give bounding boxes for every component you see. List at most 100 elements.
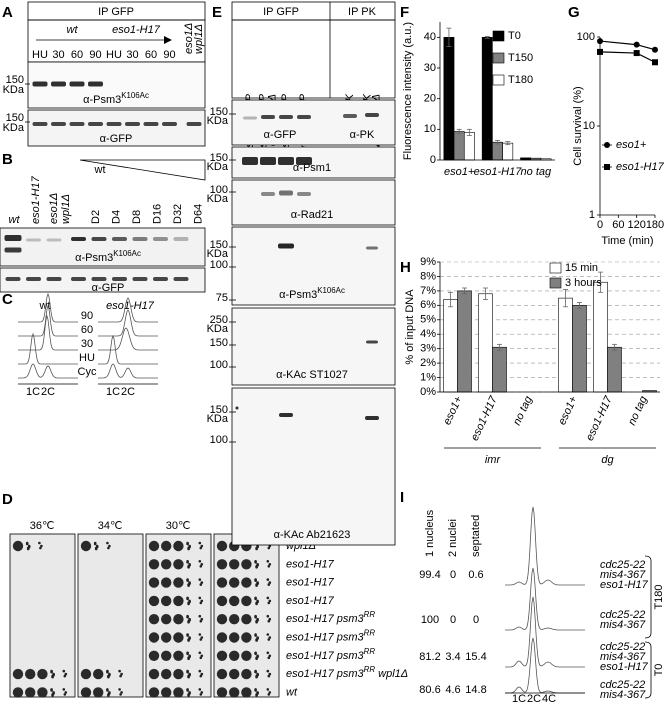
colony <box>198 688 202 691</box>
marker-unit: KDa <box>207 413 229 425</box>
band <box>51 81 66 87</box>
colony <box>199 693 203 696</box>
band <box>69 81 85 87</box>
colony-spot <box>25 668 36 680</box>
column-header: 1 nucleus <box>424 509 436 557</box>
y-tick-label: 2% <box>420 357 436 369</box>
colony-spot <box>173 559 184 570</box>
colony <box>255 675 258 679</box>
legend-swatch <box>549 277 562 289</box>
blot-label: α-Rad21 <box>291 209 333 221</box>
colony <box>188 655 191 659</box>
colony-spot <box>148 668 160 680</box>
band <box>106 122 122 126</box>
legend-swatch <box>492 74 505 86</box>
marker-unit: KDa <box>207 161 229 173</box>
colony <box>187 602 190 606</box>
colony <box>255 620 258 624</box>
marker <box>633 41 640 48</box>
band <box>4 235 22 241</box>
dilution-wedge <box>79 159 206 181</box>
colony <box>267 656 271 660</box>
lane-label: HU <box>106 49 122 61</box>
band <box>112 277 127 281</box>
marker <box>597 48 603 55</box>
label-part: α-KAc ST1027 <box>276 369 348 381</box>
flow-trace <box>505 596 585 668</box>
superscript: RR <box>364 610 376 619</box>
marker-label: 100 <box>210 259 228 271</box>
band <box>125 122 140 126</box>
y-tick-label: 0 <box>430 154 436 166</box>
colony <box>64 691 68 694</box>
colony <box>26 547 30 551</box>
strain-label: eso1-H17 <box>286 577 335 589</box>
strain-label: eso1-H17 <box>286 595 335 607</box>
blot-label: α-KAc ST1027 <box>276 369 348 381</box>
colony <box>119 674 122 678</box>
colony-spot <box>80 668 92 680</box>
group-label: T0 <box>653 664 664 677</box>
colony-spot <box>80 687 92 698</box>
colony-spot <box>148 595 160 607</box>
colony-spot <box>229 595 240 607</box>
temperature-label: 30℃ <box>166 520 191 532</box>
lane-box <box>231 19 396 99</box>
marker <box>652 46 658 53</box>
blot-label: α-Psm3K106Ac <box>83 91 149 106</box>
colony-spot <box>173 540 184 552</box>
histogram-trace <box>98 309 158 337</box>
lane-label: D2 <box>90 210 102 224</box>
bar <box>478 293 493 393</box>
colony <box>198 578 202 581</box>
bar <box>558 297 573 393</box>
band <box>91 277 107 281</box>
colony <box>267 638 271 641</box>
colony <box>254 634 257 637</box>
colony <box>198 633 202 636</box>
colony <box>187 584 190 587</box>
genotype-label: mis4-367 <box>600 569 646 581</box>
colony <box>187 639 190 642</box>
series-line <box>599 51 656 63</box>
genotype-label: eso1-H17 <box>600 579 649 591</box>
colony-spot <box>80 540 92 552</box>
colony <box>186 615 189 619</box>
bar <box>593 281 608 393</box>
group-bracket <box>644 641 652 699</box>
strain-label: eso1-H17 psm3RR <box>286 610 375 625</box>
marker <box>633 50 640 57</box>
time-label: 90 <box>81 310 93 322</box>
marker-label: 100 <box>210 434 228 446</box>
colony <box>254 652 257 656</box>
colony <box>256 582 259 585</box>
colony-spot <box>161 595 172 607</box>
colony-spot <box>161 668 172 680</box>
cell-value: 0 <box>450 569 456 581</box>
colony <box>256 655 259 659</box>
label-part: wpl1Δ <box>375 668 408 680</box>
colony <box>108 692 111 695</box>
colony <box>255 547 258 551</box>
lane-label: wt <box>9 214 21 226</box>
colony <box>254 561 257 564</box>
band <box>5 277 21 281</box>
legend-label: eso1-H17 <box>616 161 664 173</box>
bar <box>463 132 475 161</box>
label-part: eso1-H17 psm3 <box>286 631 365 643</box>
colony-spot <box>229 559 240 570</box>
colony <box>254 689 257 692</box>
blot <box>231 307 396 386</box>
band <box>366 246 378 250</box>
x-tick-label: eso1-H17 <box>474 166 523 178</box>
strain-label: eso1-H17 psm3RR <box>286 647 375 662</box>
colony <box>198 596 202 600</box>
colony <box>25 542 29 546</box>
histogram-trace <box>18 332 78 365</box>
colony <box>107 675 110 679</box>
colony <box>188 618 191 622</box>
histogram-trace <box>18 314 78 351</box>
bar <box>457 290 472 393</box>
colony <box>120 691 123 694</box>
